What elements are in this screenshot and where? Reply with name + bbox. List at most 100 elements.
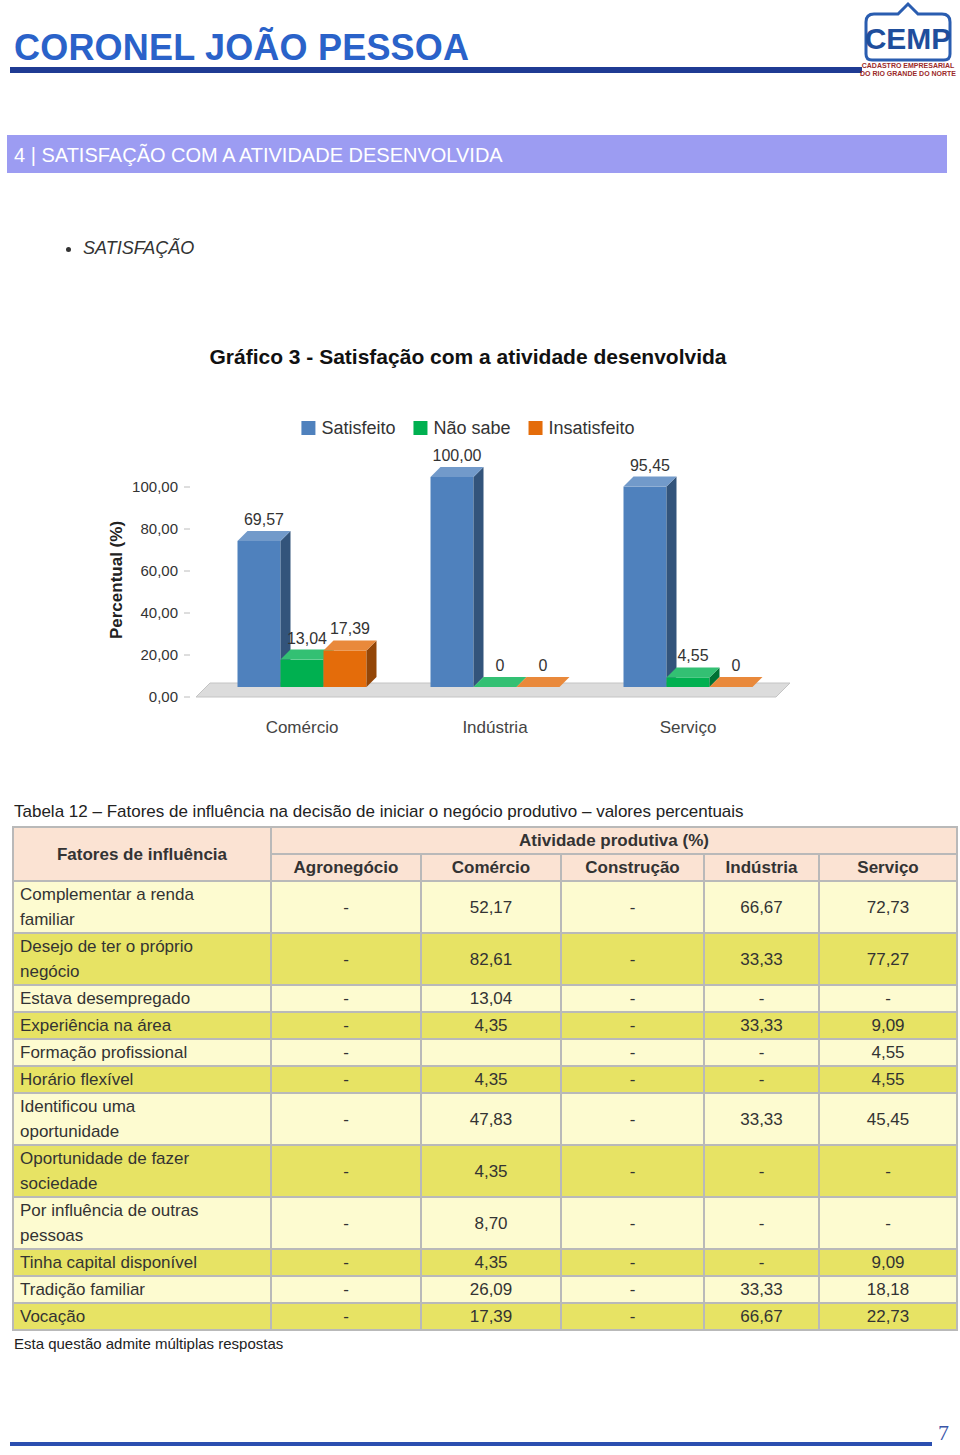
row-label: Por influência de outras pessoas bbox=[20, 1198, 238, 1248]
legend-swatch bbox=[529, 421, 543, 435]
row-label: Oportunidade de fazer sociedade bbox=[20, 1146, 238, 1196]
table-row: Identificou uma oportunidade-47,83-33,33… bbox=[13, 1093, 957, 1145]
bar-top bbox=[710, 677, 763, 687]
legend: SatisfeitoNão sabeInsatisfeito bbox=[301, 418, 634, 438]
row-label: Complementar a renda familiar bbox=[20, 882, 238, 932]
table-head: Fatores de influênciaAtividade produtiva… bbox=[13, 827, 957, 881]
bar bbox=[431, 477, 474, 687]
table-caption: Tabela 12 – Fatores de influência na dec… bbox=[14, 802, 744, 822]
y-tick-label: 80,00 bbox=[140, 520, 178, 537]
section-bar: 4 | SATISFAÇÃO COM A ATIVIDADE DESENVOLV… bbox=[7, 135, 947, 173]
y-tick bbox=[184, 613, 190, 614]
bar bbox=[667, 677, 710, 687]
table-row: Horário flexível-4,35--4,55 bbox=[13, 1066, 957, 1093]
legend-label: Satisfeito bbox=[321, 418, 395, 438]
legend-item: Satisfeito bbox=[301, 418, 395, 438]
x-tick-label: Comércio bbox=[266, 718, 339, 737]
column-header: Agronegócio bbox=[271, 854, 421, 881]
table-cell: 4,55 bbox=[819, 1039, 957, 1066]
bullet-list: SATISFAÇÃO bbox=[0, 226, 194, 270]
row-label-cell: Identificou uma oportunidade bbox=[13, 1093, 271, 1145]
table-cell: 17,39 bbox=[421, 1303, 561, 1330]
table-cell: - bbox=[704, 1066, 819, 1093]
bullet-item: SATISFAÇÃO bbox=[83, 226, 194, 270]
row-label: Horário flexível bbox=[20, 1067, 238, 1092]
chart-title: Gráfico 3 - Satisfação com a atividade d… bbox=[209, 345, 726, 368]
row-label: Vocação bbox=[20, 1304, 238, 1329]
table-cell: - bbox=[271, 1276, 421, 1303]
table-cell: 66,67 bbox=[704, 1303, 819, 1330]
row-label-cell: Complementar a renda familiar bbox=[13, 881, 271, 933]
bar-side bbox=[474, 467, 484, 687]
table-cell: - bbox=[561, 1145, 704, 1197]
column-header: Indústria bbox=[704, 854, 819, 881]
table-cell: - bbox=[271, 933, 421, 985]
group-header: Atividade produtiva (%) bbox=[271, 827, 957, 854]
row-label-cell: Formação profissional bbox=[13, 1039, 271, 1066]
table-cell: 4,55 bbox=[819, 1066, 957, 1093]
row-label: Tradição familiar bbox=[20, 1277, 238, 1302]
y-tick bbox=[184, 697, 190, 698]
table-cell: 9,09 bbox=[819, 1012, 957, 1039]
column-header: Construção bbox=[561, 854, 704, 881]
table-cell: 9,09 bbox=[819, 1249, 957, 1276]
table-cell: - bbox=[271, 1093, 421, 1145]
table-cell: 22,73 bbox=[819, 1303, 957, 1330]
table-row: Experiência na área-4,35-33,339,09 bbox=[13, 1012, 957, 1039]
table-row: Vocação-17,39-66,6722,73 bbox=[13, 1303, 957, 1330]
table-cell: 26,09 bbox=[421, 1276, 561, 1303]
table-cell: - bbox=[561, 1012, 704, 1039]
bar-top bbox=[517, 677, 570, 687]
legend-item: Insatisfeito bbox=[529, 418, 635, 438]
bar bbox=[281, 660, 324, 687]
row-label-cell: Tinha capital disponível bbox=[13, 1249, 271, 1276]
row-label-cell: Desejo de ter o próprio negócio bbox=[13, 933, 271, 985]
table-cell: 18,18 bbox=[819, 1276, 957, 1303]
legend-label: Insatisfeito bbox=[549, 418, 635, 438]
page-number: 7 bbox=[938, 1420, 949, 1446]
table-cell: - bbox=[704, 1039, 819, 1066]
table-row: Por influência de outras pessoas-8,70--- bbox=[13, 1197, 957, 1249]
bar-top bbox=[667, 667, 720, 677]
row-header: Fatores de influência bbox=[13, 827, 271, 881]
data-label: 0 bbox=[539, 657, 548, 674]
table-cell: 52,17 bbox=[421, 881, 561, 933]
row-label: Tinha capital disponível bbox=[20, 1250, 238, 1275]
row-label-cell: Estava desempregado bbox=[13, 985, 271, 1012]
table-cell: 13,04 bbox=[421, 985, 561, 1012]
table-cell: - bbox=[561, 1276, 704, 1303]
bar bbox=[324, 650, 367, 687]
table-cell: 4,35 bbox=[421, 1066, 561, 1093]
footnote: Esta questão admite múltiplas respostas bbox=[14, 1335, 283, 1352]
table-cell: 45,45 bbox=[819, 1093, 957, 1145]
data-label: 13,04 bbox=[287, 630, 327, 647]
table-cell: - bbox=[271, 881, 421, 933]
table-row: Tinha capital disponível-4,35--9,09 bbox=[13, 1249, 957, 1276]
row-label-cell: Vocação bbox=[13, 1303, 271, 1330]
table: Fatores de influênciaAtividade produtiva… bbox=[12, 826, 958, 1331]
y-tick-label: 0,00 bbox=[149, 688, 178, 705]
table-cell: 33,33 bbox=[704, 1012, 819, 1039]
table-cell: - bbox=[271, 1145, 421, 1197]
bar bbox=[624, 487, 667, 687]
table-cell: - bbox=[704, 1197, 819, 1249]
table-row: Estava desempregado-13,04--- bbox=[13, 985, 957, 1012]
table-cell: 33,33 bbox=[704, 1093, 819, 1145]
footer-rule bbox=[10, 1442, 932, 1446]
table-cell: - bbox=[271, 1303, 421, 1330]
table-body: Complementar a renda familiar-52,17-66,6… bbox=[13, 881, 957, 1330]
table-cell: - bbox=[819, 985, 957, 1012]
bar-top bbox=[624, 477, 677, 487]
table-cell: - bbox=[271, 1039, 421, 1066]
header-row: Fatores de influênciaAtividade produtiva… bbox=[13, 827, 957, 854]
table-cell: - bbox=[561, 1249, 704, 1276]
page-title: CORONEL JOÃO PESSOA bbox=[14, 27, 469, 69]
table-cell: - bbox=[561, 985, 704, 1012]
row-label: Experiência na área bbox=[20, 1013, 238, 1038]
data-label: 17,39 bbox=[330, 620, 370, 637]
y-tick-label: 20,00 bbox=[140, 646, 178, 663]
y-tick-label: 100,00 bbox=[132, 478, 178, 495]
table-cell: 33,33 bbox=[704, 1276, 819, 1303]
x-tick-label: Serviço bbox=[660, 718, 717, 737]
row-label: Estava desempregado bbox=[20, 986, 238, 1011]
